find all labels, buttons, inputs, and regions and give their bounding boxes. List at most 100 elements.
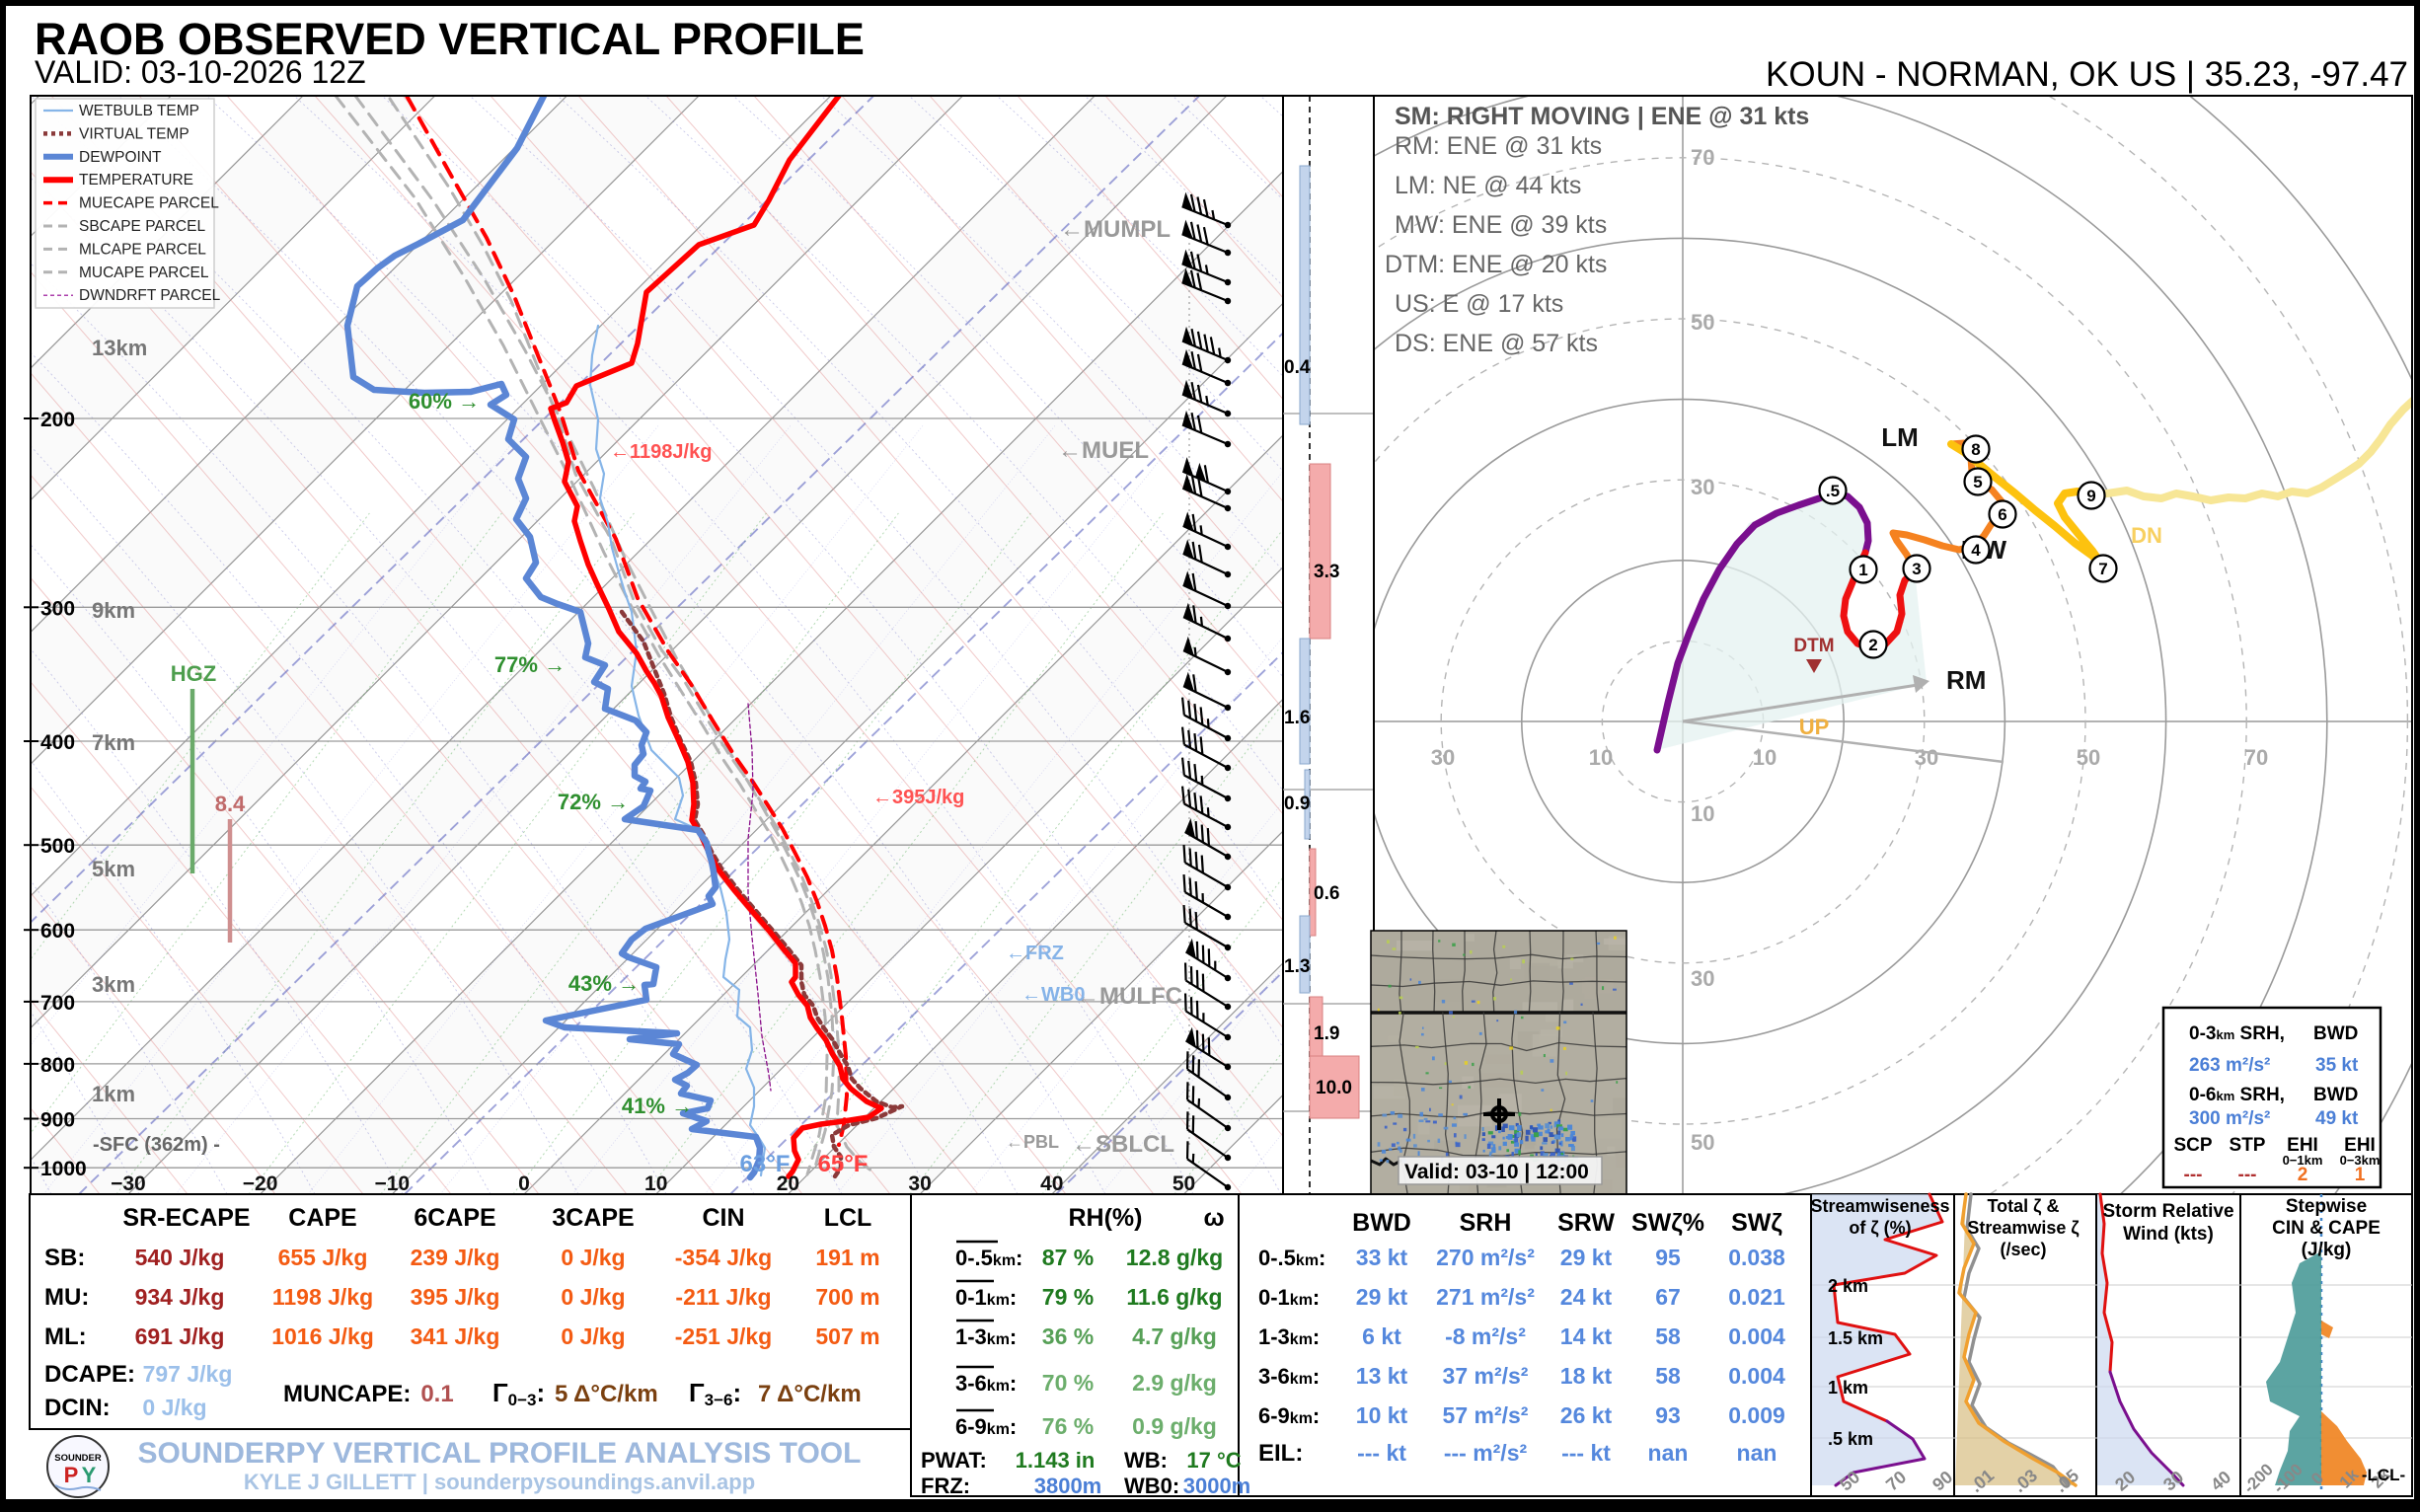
svg-text:1016 J/kg: 1016 J/kg <box>271 1323 374 1349</box>
svg-text:8.4: 8.4 <box>215 792 246 816</box>
svg-text:Storm Relative: Storm Relative <box>2102 1201 2233 1222</box>
svg-text:←MUMPL: ←MUMPL <box>1060 216 1171 243</box>
svg-text:MUNCAPE:: MUNCAPE: <box>283 1381 411 1407</box>
svg-text:4: 4 <box>1971 541 1981 560</box>
svg-text:Wind (kts): Wind (kts) <box>2123 1224 2214 1245</box>
svg-text:SOUNDERPY VERTICAL PROFILE ANA: SOUNDERPY VERTICAL PROFILE ANALYSIS TOOL <box>138 1437 862 1470</box>
svg-text:--- kt: --- kt <box>1357 1440 1406 1466</box>
svg-text:29 kt: 29 kt <box>1356 1284 1408 1310</box>
svg-text:0 J/kg: 0 J/kg <box>561 1284 625 1310</box>
svg-text:---: --- <box>2238 1165 2257 1185</box>
svg-text:1.6: 1.6 <box>1284 708 1310 728</box>
svg-text:DCAPE:: DCAPE: <box>44 1361 135 1388</box>
svg-text:0 J/kg: 0 J/kg <box>561 1323 625 1349</box>
svg-text:36 %: 36 % <box>1042 1323 1094 1349</box>
svg-text:10: 10 <box>1753 745 1777 770</box>
svg-text:KYLE J GILLETT | sounderpysoun: KYLE J GILLETT | sounderpysoundings.anvi… <box>244 1470 755 1494</box>
svg-text:700 m: 700 m <box>815 1284 879 1310</box>
svg-text:700: 700 <box>40 992 75 1015</box>
svg-text:200: 200 <box>40 409 75 431</box>
svg-text:.5: .5 <box>1826 482 1840 500</box>
svg-text:0.6: 0.6 <box>1314 883 1339 904</box>
svg-text:SCP: SCP <box>2173 1135 2212 1156</box>
svg-text:0.038: 0.038 <box>1728 1245 1785 1270</box>
svg-text:SR-ECAPE: SR-ECAPE <box>122 1204 250 1232</box>
svg-text:1.5 km: 1.5 km <box>1828 1328 1883 1348</box>
svg-text:7: 7 <box>2098 560 2107 578</box>
svg-text:10: 10 <box>644 1172 667 1195</box>
svg-text:655 J/kg: 655 J/kg <box>278 1245 368 1270</box>
svg-text:87 %: 87 % <box>1042 1245 1094 1270</box>
svg-text:271 m²/s²: 271 m²/s² <box>1436 1284 1535 1310</box>
svg-text:58: 58 <box>1655 1363 1681 1389</box>
svg-text:507 m: 507 m <box>815 1323 879 1349</box>
svg-text:3: 3 <box>1912 560 1921 578</box>
svg-text:EHI: EHI <box>2287 1135 2318 1156</box>
svg-text:1.143 in: 1.143 in <box>1016 1448 1096 1473</box>
svg-text:14 kt: 14 kt <box>1560 1323 1613 1349</box>
svg-text:900: 900 <box>40 1108 75 1131</box>
svg-text:18 kt: 18 kt <box>1560 1363 1613 1389</box>
svg-text:12.8 g/kg: 12.8 g/kg <box>1126 1245 1223 1270</box>
svg-text:37 m²/s²: 37 m²/s² <box>1443 1363 1529 1389</box>
svg-text:MLCAPE PARCEL: MLCAPE PARCEL <box>79 241 206 258</box>
svg-text:3800m: 3800m <box>1034 1474 1102 1498</box>
svg-text:35 kt: 35 kt <box>2315 1055 2359 1076</box>
svg-text:SB:: SB: <box>44 1245 85 1271</box>
svg-text:77% →: 77% → <box>494 652 566 677</box>
svg-text:13km: 13km <box>92 336 147 360</box>
svg-text:11.6 g/kg: 11.6 g/kg <box>1126 1284 1222 1310</box>
svg-text:--- kt: --- kt <box>1561 1440 1611 1466</box>
svg-text:-354 J/kg: -354 J/kg <box>675 1245 772 1270</box>
svg-text:0-6km SRH,: 0-6km SRH, <box>2189 1085 2285 1105</box>
svg-text:4.7 g/kg: 4.7 g/kg <box>1132 1323 1217 1349</box>
svg-text:←MUEL: ←MUEL <box>1058 437 1149 464</box>
svg-text:.5 km: .5 km <box>1828 1429 1873 1449</box>
svg-text:ML:: ML: <box>44 1323 87 1350</box>
svg-text:43% →: 43% → <box>568 971 640 996</box>
svg-text:-LCL-: -LCL- <box>2362 1466 2405 1484</box>
svg-text:-SFC (362m) -: -SFC (362m) - <box>93 1134 220 1156</box>
svg-text:−20: −20 <box>243 1172 278 1195</box>
svg-text:691 J/kg: 691 J/kg <box>135 1323 225 1349</box>
svg-text:RM: ENE @ 31 kts: RM: ENE @ 31 kts <box>1395 132 1602 160</box>
svg-text:LM: LM <box>1881 422 1919 452</box>
svg-text:63°F: 63°F <box>740 1151 791 1177</box>
svg-text:CIN: CIN <box>702 1204 744 1232</box>
svg-text:3CAPE: 3CAPE <box>552 1204 634 1232</box>
svg-text:30: 30 <box>1431 745 1455 770</box>
svg-text:1000: 1000 <box>40 1158 87 1180</box>
svg-text:---: --- <box>2184 1165 2203 1185</box>
svg-text:RH(%): RH(%) <box>1069 1204 1143 1232</box>
svg-text:26 kt: 26 kt <box>1560 1402 1613 1428</box>
svg-text:7 Δ°C/km: 7 Δ°C/km <box>758 1381 862 1407</box>
svg-text:(J/kg): (J/kg) <box>2302 1240 2352 1260</box>
svg-text:-8 m²/s²: -8 m²/s² <box>1445 1323 1526 1349</box>
svg-text:50: 50 <box>2077 745 2100 770</box>
svg-text:40: 40 <box>1040 1172 1063 1195</box>
svg-text:1198 J/kg: 1198 J/kg <box>272 1284 373 1310</box>
svg-text:SM: RIGHT MOVING | ENE @ 31 kt: SM: RIGHT MOVING | ENE @ 31 kts <box>1395 103 1809 130</box>
svg-text:30: 30 <box>1691 475 1714 499</box>
svg-text:←MULFC: ←MULFC <box>1076 983 1182 1010</box>
svg-text:191 m: 191 m <box>815 1245 879 1270</box>
svg-text:13 kt: 13 kt <box>1356 1363 1408 1389</box>
svg-text:5: 5 <box>1973 473 1982 491</box>
svg-text:←395J/kg: ←395J/kg <box>872 787 964 808</box>
svg-text:←SBLCL: ←SBLCL <box>1072 1131 1174 1158</box>
svg-text:BWD: BWD <box>1352 1209 1411 1237</box>
svg-text:395 J/kg: 395 J/kg <box>411 1284 500 1310</box>
svg-text:0.009: 0.009 <box>1728 1402 1785 1428</box>
svg-text:0-3km SRH,: 0-3km SRH, <box>2189 1023 2285 1044</box>
svg-text:MU:: MU: <box>44 1284 89 1311</box>
svg-text:29 kt: 29 kt <box>1560 1245 1613 1270</box>
svg-text:BWD: BWD <box>2313 1085 2358 1105</box>
svg-text:←PBL: ←PBL <box>1006 1132 1059 1152</box>
svg-text:DS: ENE @ 57 kts: DS: ENE @ 57 kts <box>1395 330 1598 357</box>
svg-text:341 J/kg: 341 J/kg <box>411 1323 500 1349</box>
svg-text:7km: 7km <box>92 730 135 755</box>
svg-text:LCL: LCL <box>824 1204 872 1232</box>
svg-text:9km: 9km <box>92 598 135 623</box>
svg-text:6CAPE: 6CAPE <box>414 1204 495 1232</box>
svg-text:800: 800 <box>40 1054 75 1077</box>
